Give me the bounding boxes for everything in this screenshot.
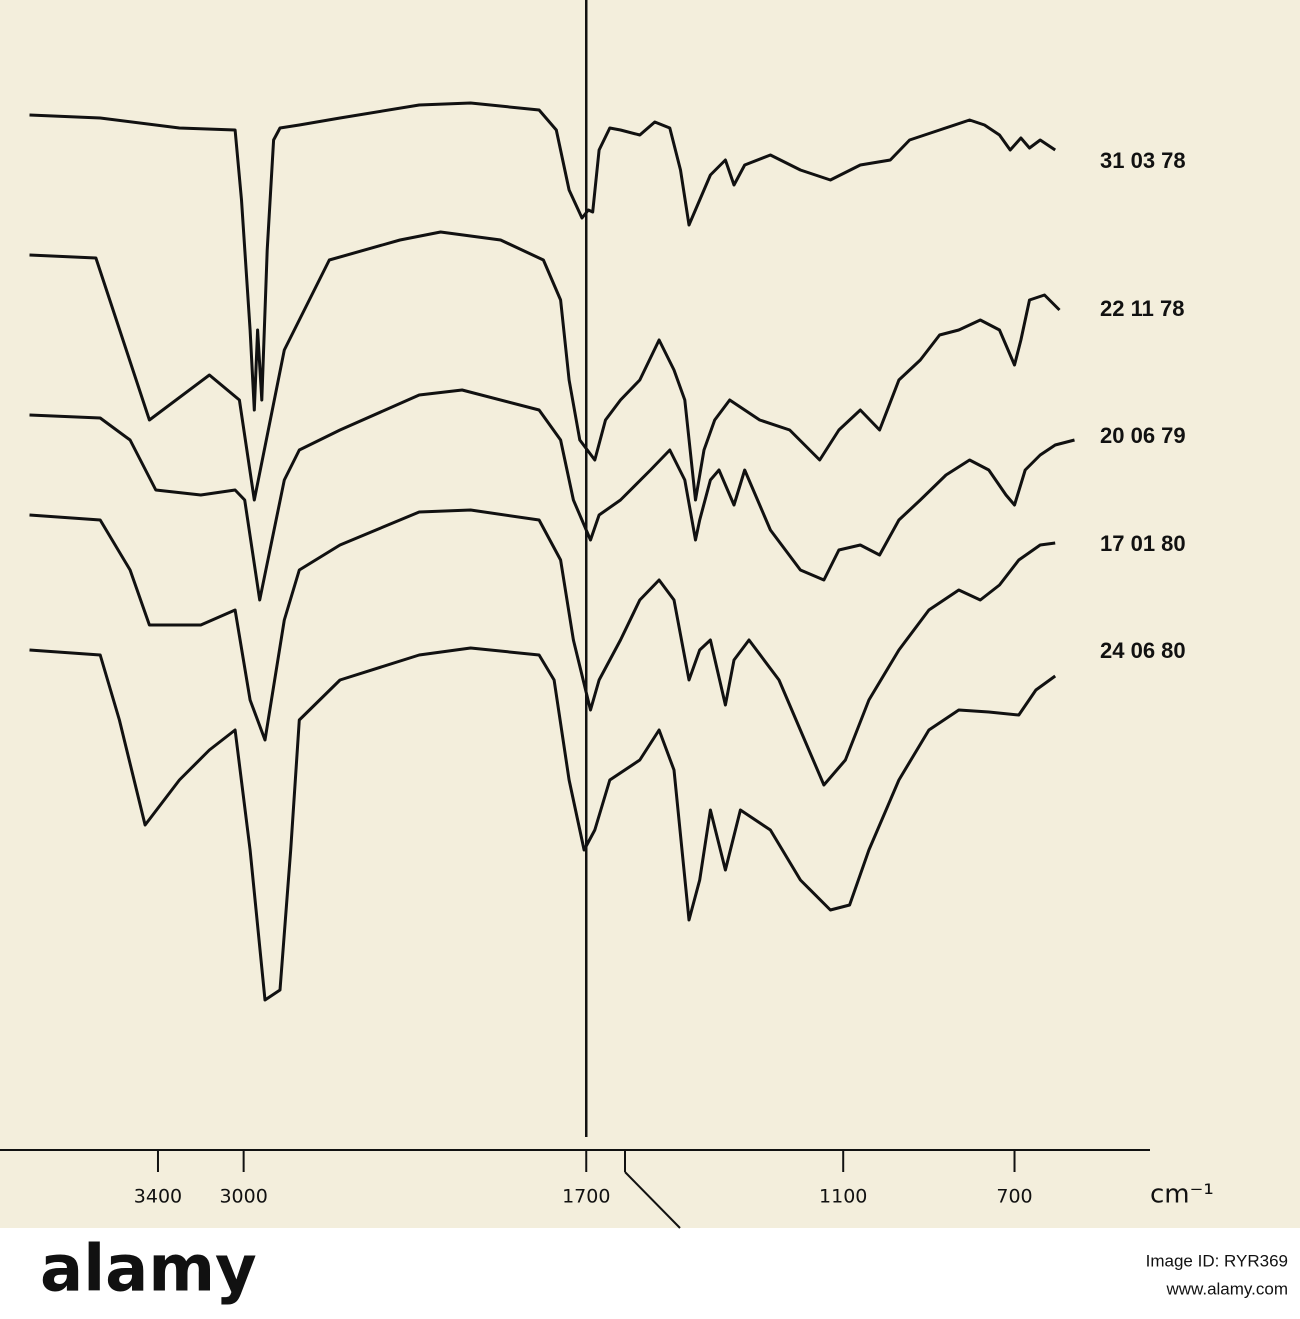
x-axis-label: cm⁻¹ <box>1150 1180 1214 1210</box>
spectrum-line <box>29 101 1057 412</box>
series-label: 31 03 78 <box>1100 148 1186 173</box>
paper-background <box>0 0 1300 1228</box>
series-label: 20 06 79 <box>1100 423 1186 448</box>
x-tick-label: 3400 <box>134 1186 182 1208</box>
series-label: 22 11 78 <box>1100 296 1184 321</box>
watermark-image-id: Image ID: RYR369 <box>1146 1251 1288 1270</box>
x-tick-label: 3000 <box>219 1186 267 1208</box>
spectrum-line <box>29 230 1061 502</box>
spectrum-line <box>29 646 1057 1002</box>
series-label: 17 01 80 <box>1100 531 1186 556</box>
banner-background <box>0 1228 1300 1319</box>
x-tick-label: 700 <box>996 1186 1032 1208</box>
x-tick-label: 1100 <box>819 1186 867 1208</box>
spectrum-line <box>29 388 1075 602</box>
watermark-brand: alamy <box>40 1233 257 1307</box>
spectrum-line <box>29 508 1056 787</box>
pointer-line <box>624 1171 681 1229</box>
watermark-url: www.alamy.com <box>1165 1279 1288 1298</box>
series-label: 24 06 80 <box>1100 638 1186 663</box>
x-tick-label: 1700 <box>562 1186 610 1208</box>
